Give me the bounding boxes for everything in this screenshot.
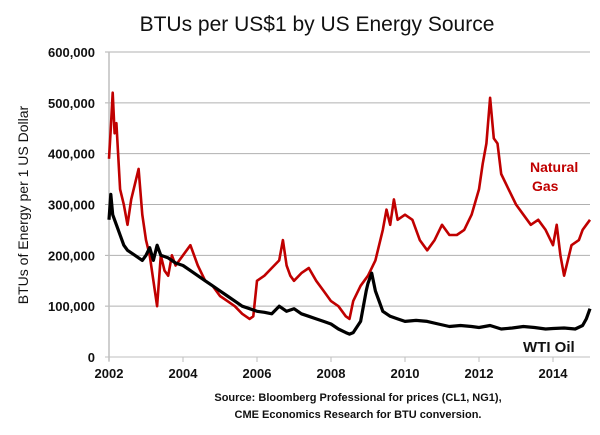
y-tick-label: 400,000: [48, 147, 95, 162]
y-tick-label: 600,000: [48, 45, 95, 60]
x-tick-label: 2002: [95, 366, 124, 381]
source-line-2: CME Economics Research for BTU conversio…: [235, 409, 482, 421]
x-tick-label: 2006: [243, 366, 272, 381]
natural-gas-label: Natural: [530, 159, 578, 175]
series-lines: [107, 91, 592, 336]
y-axis-label: BTUs of Energy per 1 US Dollar: [15, 105, 31, 304]
y-tick-label: 0: [88, 350, 95, 365]
wti-oil-label: WTI Oil: [523, 339, 575, 356]
gridlines: [105, 51, 590, 362]
y-tick-label: 100,000: [48, 299, 95, 314]
x-tick-labels: 2002 2004 2006 2008 2010 2012 2014: [95, 366, 569, 381]
x-tick-label: 2012: [465, 366, 494, 381]
x-tick-label: 2014: [539, 366, 569, 381]
y-tick-label: 300,000: [48, 198, 95, 213]
natural-gas-label-line2: Gas: [532, 178, 559, 194]
natural-gas-line: [107, 91, 592, 321]
source-line-1: Source: Bloomberg Professional for price…: [214, 392, 501, 404]
chart-title: BTUs per US$1 by US Energy Source: [140, 13, 495, 36]
x-tick-label: 2004: [169, 366, 199, 381]
wti-oil-line: [107, 192, 592, 336]
y-tick-label: 500,000: [48, 96, 95, 111]
y-tick-label: 200,000: [48, 248, 95, 263]
y-tick-labels: 0 100,000 200,000 300,000 400,000 500,000 600,…: [48, 45, 95, 365]
x-tick-label: 2008: [317, 366, 346, 381]
x-tick-label: 2010: [391, 366, 420, 381]
